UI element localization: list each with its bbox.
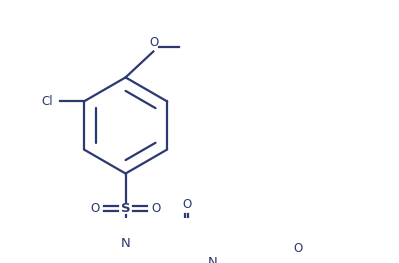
Text: N: N — [207, 256, 217, 263]
Text: O: O — [91, 202, 100, 215]
Text: O: O — [182, 198, 191, 211]
Text: O: O — [294, 242, 303, 255]
Text: S: S — [121, 202, 130, 215]
Text: O: O — [152, 202, 161, 215]
Text: Cl: Cl — [42, 95, 53, 108]
Text: N: N — [120, 237, 130, 250]
Text: O: O — [149, 36, 158, 49]
